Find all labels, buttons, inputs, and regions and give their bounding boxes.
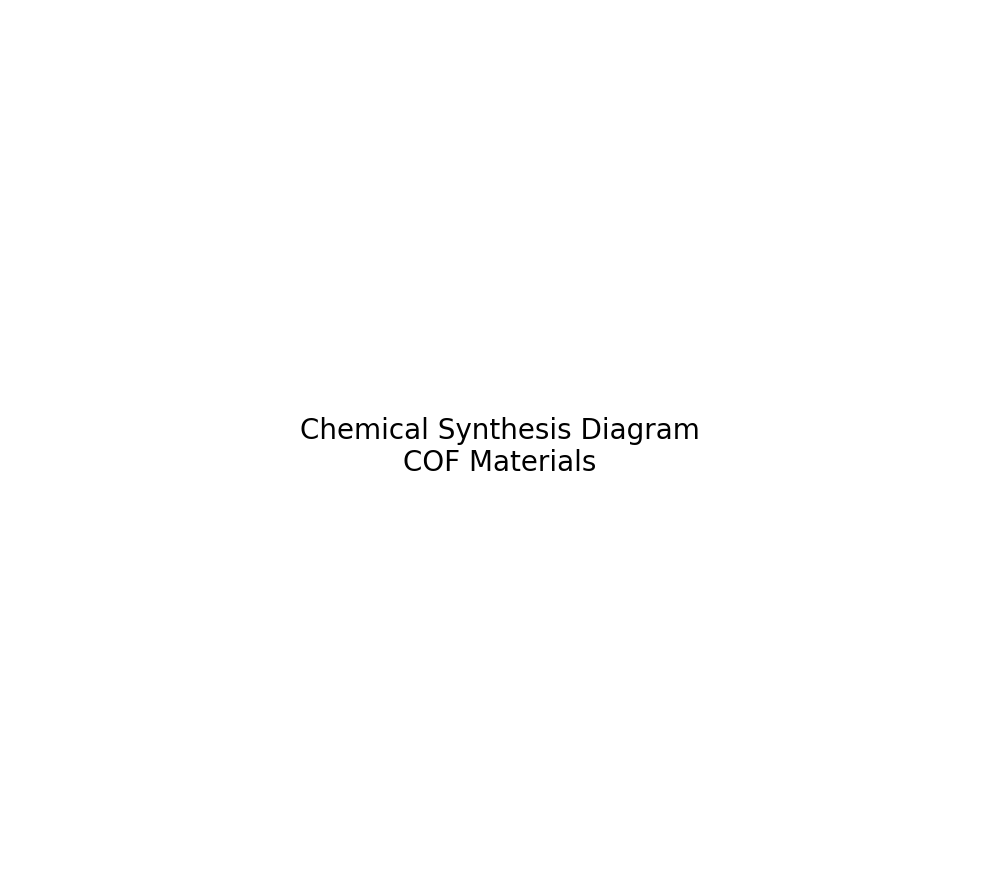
Text: Chemical Synthesis Diagram
COF Materials: Chemical Synthesis Diagram COF Materials: [300, 417, 700, 477]
